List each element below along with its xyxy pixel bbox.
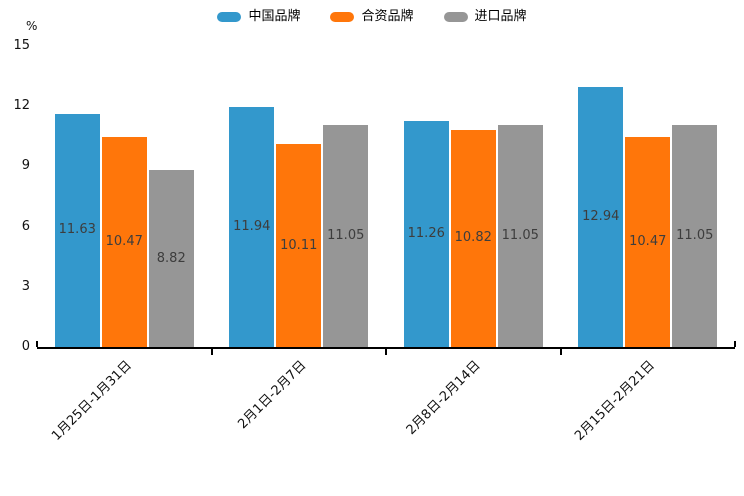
y-axis-tick-label: 15 (13, 38, 30, 53)
bar-合资品牌-0 (101, 136, 147, 347)
bar-进口品牌-2 (497, 125, 543, 347)
x-axis-category-label: 2月8日-2月14日 (403, 358, 484, 438)
x-axis-tick (210, 349, 213, 355)
bar-value-label: 10.47 (105, 233, 143, 249)
legend-swatch-icon (330, 12, 355, 22)
bar-中国品牌-1 (229, 107, 275, 347)
legend-item-1[interactable]: 合资品牌 (330, 8, 414, 26)
y-axis-unit-label: % (26, 19, 38, 33)
y-axis-tick-label: 9 (21, 158, 30, 174)
bar-中国品牌-2 (403, 121, 449, 347)
bar-value-label: 10.11 (280, 237, 318, 253)
bar-value-label: 8.82 (156, 250, 186, 266)
bar-进口品牌-0 (148, 170, 194, 347)
bar-进口品牌-3 (672, 125, 718, 347)
x-axis-tick (385, 349, 387, 355)
legend-label: 中国品牌 (248, 9, 301, 24)
bar-中国品牌-0 (54, 113, 100, 347)
bar-合资品牌-2 (450, 129, 496, 347)
bar-value-label: 11.63 (58, 222, 96, 238)
y-axis-tick-label: 6 (21, 218, 30, 234)
x-axis-end-cap (36, 341, 38, 347)
bar-value-label: 12.94 (582, 209, 620, 225)
legend-label: 合资品牌 (361, 9, 414, 24)
bar-进口品牌-1 (323, 125, 369, 347)
legend: 中国品牌 合资品牌 进口品牌 (0, 8, 744, 26)
legend-label: 进口品牌 (474, 9, 527, 24)
legend-swatch-icon (217, 12, 242, 22)
x-axis-category-label: 2月1日-2月7日 (235, 358, 310, 433)
bar-中国品牌-3 (578, 87, 624, 347)
bar-value-label: 11.05 (676, 228, 714, 244)
bar-value-label: 10.82 (454, 230, 492, 246)
x-axis-category-label: 1月25日-1月31日 (49, 358, 135, 444)
x-axis-line (37, 347, 735, 349)
bar-value-label: 11.05 (327, 228, 365, 244)
bar-value-label: 11.26 (407, 226, 445, 242)
bar-合资品牌-1 (276, 144, 322, 347)
y-axis-tick-label: 3 (21, 278, 30, 294)
x-axis-end-cap (734, 341, 736, 347)
legend-swatch-icon (443, 12, 468, 22)
legend-item-2[interactable]: 进口品牌 (443, 8, 527, 26)
x-axis-tick (559, 349, 562, 355)
y-axis-tick-label: 12 (13, 98, 30, 114)
bar-value-label: 10.47 (629, 233, 667, 249)
bar-合资品牌-3 (625, 136, 671, 347)
legend-item-0[interactable]: 中国品牌 (217, 8, 300, 26)
bar-value-label: 11.05 (501, 228, 539, 244)
bar-value-label: 11.94 (233, 219, 271, 235)
y-axis-tick-label: 0 (21, 339, 30, 354)
x-axis-category-label: 2月15日-2月21日 (572, 358, 659, 444)
